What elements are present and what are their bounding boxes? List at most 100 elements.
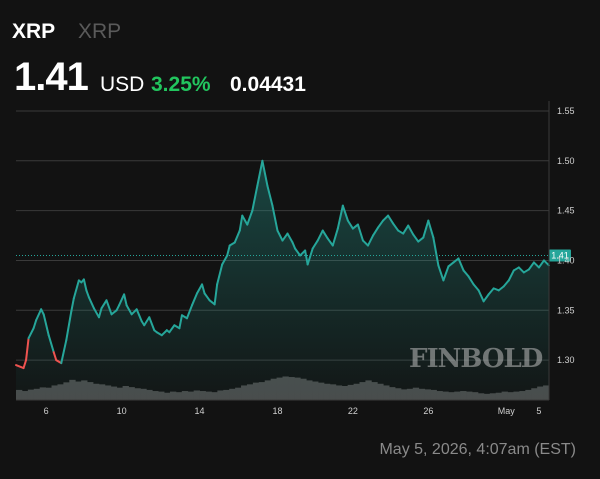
price-line-segment	[251, 184, 259, 212]
price-line-segment	[467, 275, 475, 286]
x-tick-label: 10	[117, 406, 127, 416]
price-line-segment	[246, 209, 254, 226]
price-line-segment	[402, 224, 410, 235]
price-line-segment	[256, 159, 264, 187]
price-line-segment	[226, 244, 231, 257]
x-tick-label: May	[498, 406, 516, 416]
price-line-segment	[316, 229, 324, 242]
price-line-segment	[271, 204, 279, 232]
y-tick-label: 1.30	[557, 355, 575, 365]
current-price-tag	[549, 249, 571, 262]
timestamp: May 5, 2026, 4:07am (EST)	[379, 441, 576, 458]
price-line-segment	[201, 283, 206, 295]
price-line-segment	[135, 308, 143, 323]
price-line-segment	[392, 222, 400, 232]
price-line-segment	[185, 304, 193, 320]
price-line-segment	[341, 204, 349, 222]
price-line-segment	[196, 283, 204, 295]
price-line-segment	[42, 313, 50, 337]
price-line-segment	[477, 289, 485, 303]
price-line-segment	[15, 364, 25, 370]
price-line-segment	[281, 232, 289, 242]
price-line-segment	[261, 159, 269, 187]
price-line-segment	[241, 214, 249, 226]
price-line-segment	[47, 334, 55, 354]
price-line-segment	[213, 283, 219, 306]
price-line-segment	[97, 307, 103, 319]
price-line-segment	[507, 269, 515, 282]
price-line-segment	[216, 263, 224, 286]
price-line-segment	[517, 266, 525, 274]
price-line-segment	[326, 237, 334, 247]
price-line-segment	[356, 223, 364, 242]
x-tick-label: 18	[272, 406, 282, 416]
price-line-segment	[537, 259, 545, 269]
change-percent: 3.25%	[151, 73, 211, 96]
price-line-segment	[130, 308, 138, 316]
price-line-segment	[65, 310, 73, 342]
current-price: 1.41	[14, 55, 89, 99]
price-line-segment	[361, 239, 369, 247]
price-line-segment	[25, 337, 30, 362]
price-line-segment	[482, 293, 490, 303]
price-line-segment	[346, 219, 354, 230]
price-line-segment	[35, 308, 43, 322]
price-line-segment	[457, 257, 465, 272]
price-line-segment	[472, 283, 480, 292]
price-line-segment	[311, 239, 319, 250]
price-line-segment	[407, 224, 415, 236]
price-line-segment	[233, 229, 241, 244]
x-tick-label: 14	[195, 406, 205, 416]
price-line-segment	[118, 293, 126, 307]
price-line-segment	[387, 214, 395, 225]
price-area	[16, 160, 549, 400]
price-line-segment	[92, 307, 100, 319]
price-line-segment	[190, 292, 199, 307]
price-line-segment	[427, 219, 435, 239]
price-line-segment	[487, 287, 495, 296]
finbold-watermark: FINBOLD	[409, 344, 543, 374]
price-line-segment	[382, 214, 390, 222]
price-line-segment	[203, 292, 211, 302]
price-line-group: 1.41	[15, 159, 571, 370]
price-line-segment	[27, 327, 35, 340]
price-line-segment	[366, 234, 375, 247]
price-line-segment	[160, 329, 168, 337]
price-line-segment	[377, 219, 385, 229]
price-line-segment	[100, 299, 108, 310]
price-line-segment	[502, 279, 510, 288]
price-line-segment	[266, 184, 274, 207]
price-line-segment	[437, 264, 445, 282]
price-line-segment	[291, 241, 297, 250]
asset-name: XRP	[78, 20, 122, 43]
price-line-segment	[238, 214, 244, 232]
price-line-segment	[221, 254, 229, 266]
price-line-segment	[462, 269, 470, 278]
x-tick-label: 26	[423, 406, 433, 416]
price-line-segment	[168, 324, 176, 334]
price-line-segment	[143, 316, 151, 327]
price-line-segment	[178, 314, 183, 330]
price-line-segment	[447, 261, 455, 268]
price-line-segment	[412, 233, 420, 243]
price-line-segment	[452, 257, 460, 264]
price-line-segment	[72, 279, 80, 300]
price-line-segment	[532, 261, 540, 269]
y-tick-label: 1.50	[557, 156, 575, 166]
change-absolute: 0.04431	[230, 73, 306, 96]
price-line-segment	[321, 229, 329, 240]
price-line-segment	[110, 309, 118, 316]
price-chart: 1.41 1.55 1.50 1.45 1.40 1.35 1.30 6 10 14 18 22 26…	[15, 101, 575, 416]
price-line-segment	[294, 247, 302, 257]
price-line-segment	[306, 247, 314, 266]
price-line-segment	[60, 339, 68, 365]
price-line-segment	[32, 319, 38, 330]
ticker-symbol: XRP	[12, 20, 56, 43]
price-line-segment	[286, 232, 294, 244]
y-tick-label: 1.40	[557, 255, 575, 265]
price-line-segment	[82, 278, 88, 292]
current-price-label: 1.41	[551, 250, 569, 260]
price-currency: USD	[100, 73, 145, 96]
price-line-segment	[331, 227, 339, 247]
price-line-segment	[497, 285, 505, 292]
